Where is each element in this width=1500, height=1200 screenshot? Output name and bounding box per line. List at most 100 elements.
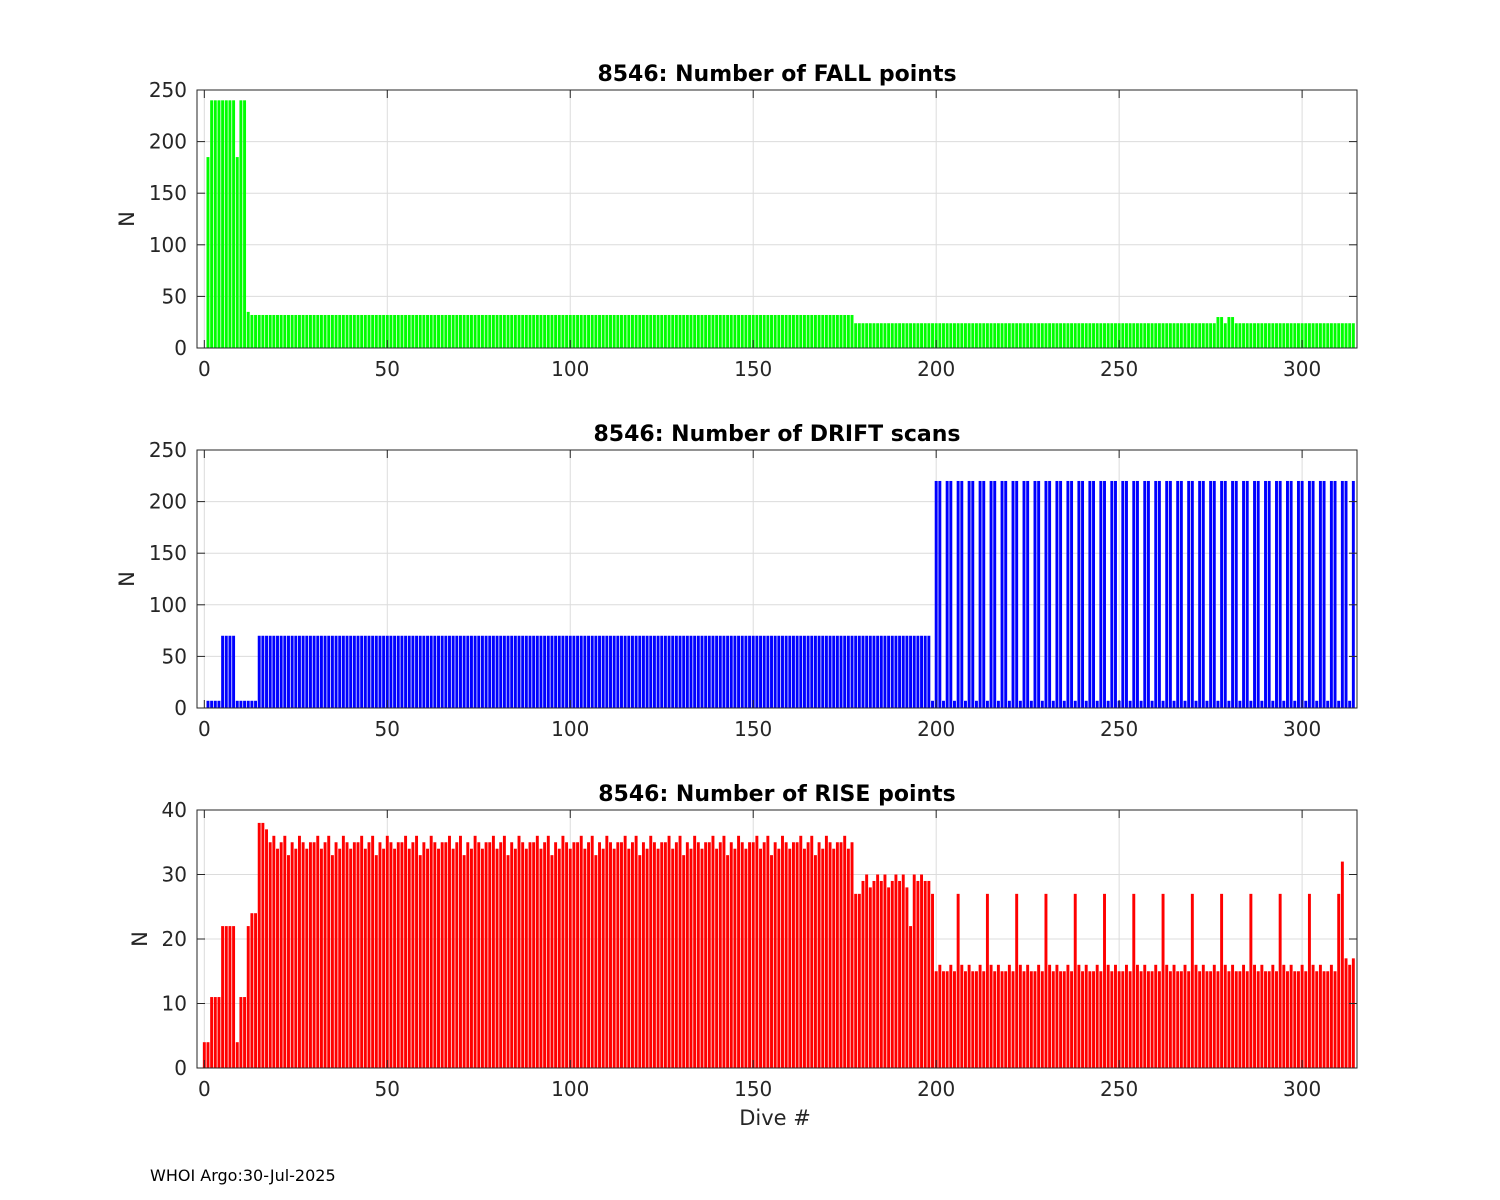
- bar: [850, 635, 854, 708]
- bar: [1348, 964, 1352, 1068]
- bar: [916, 635, 920, 708]
- bar: [1092, 971, 1095, 1068]
- bar: [1132, 893, 1136, 1068]
- bar: [1322, 480, 1326, 708]
- bar: [1260, 323, 1264, 348]
- bar: [400, 314, 404, 348]
- bar: [927, 323, 931, 348]
- x-tick-label: 300: [1283, 1077, 1321, 1101]
- bar: [748, 842, 752, 1068]
- bar: [448, 314, 451, 348]
- bar: [1329, 964, 1333, 1068]
- bar: [759, 635, 762, 708]
- bar: [824, 314, 828, 348]
- bar: [718, 635, 722, 708]
- bar: [294, 848, 298, 1068]
- bar: [488, 635, 492, 708]
- bar: [1172, 323, 1176, 348]
- bar: [839, 635, 843, 708]
- bar: [1220, 893, 1224, 1068]
- y-tick-label: 200: [149, 490, 187, 514]
- bar: [740, 842, 744, 1068]
- bar: [371, 835, 375, 1068]
- bar: [389, 635, 393, 708]
- bar: [1062, 323, 1066, 348]
- bar: [1293, 971, 1297, 1068]
- bar: [652, 842, 656, 1068]
- bar: [960, 480, 964, 708]
- bar: [1051, 323, 1055, 348]
- bar: [916, 880, 920, 1068]
- bar: [327, 835, 331, 1068]
- footer-credit: WHOI Argo:30-Jul-2025: [150, 1166, 336, 1185]
- bar: [1344, 958, 1348, 1068]
- bar: [502, 835, 506, 1068]
- bar: [484, 314, 488, 348]
- y-tick-label: 10: [162, 992, 187, 1016]
- bar: [1044, 480, 1048, 708]
- bar: [287, 314, 290, 348]
- bar: [224, 635, 228, 708]
- bar: [630, 842, 634, 1068]
- bar: [396, 842, 400, 1068]
- bar: [1081, 480, 1085, 708]
- bar: [243, 997, 247, 1068]
- bar: [945, 323, 949, 348]
- bar: [1172, 964, 1176, 1068]
- bar: [250, 314, 254, 348]
- bar: [985, 700, 989, 708]
- bar: [1220, 480, 1224, 708]
- bar: [609, 314, 612, 348]
- bar: [257, 822, 261, 1068]
- bar: [330, 855, 334, 1068]
- bar: [887, 635, 891, 708]
- bar: [1348, 323, 1352, 348]
- bar: [261, 314, 265, 348]
- bar: [890, 635, 894, 708]
- bar: [609, 635, 612, 708]
- bar: [1026, 480, 1030, 708]
- bar: [879, 880, 883, 1068]
- plot-area: [197, 450, 1357, 708]
- bar: [1264, 971, 1267, 1068]
- bar: [418, 635, 422, 708]
- bar: [265, 635, 268, 708]
- bar: [590, 314, 594, 348]
- bar: [261, 822, 265, 1068]
- bar: [590, 835, 594, 1068]
- bar: [422, 635, 426, 708]
- bar: [890, 323, 894, 348]
- bar: [634, 314, 638, 348]
- bar: [385, 314, 389, 348]
- bar: [641, 842, 645, 1068]
- bar: [685, 314, 689, 348]
- bar: [1351, 958, 1355, 1068]
- bar: [682, 314, 686, 348]
- bar: [1282, 700, 1286, 708]
- bar: [532, 635, 536, 708]
- bar: [777, 848, 781, 1068]
- bar: [1344, 480, 1348, 708]
- bar: [308, 635, 312, 708]
- bar: [506, 314, 510, 348]
- bar: [1194, 700, 1198, 708]
- bar: [1318, 480, 1322, 708]
- bar: [1234, 480, 1238, 708]
- bar: [279, 314, 283, 348]
- bar: [1139, 323, 1143, 348]
- bar: [301, 842, 305, 1068]
- bar: [700, 314, 704, 348]
- bar: [360, 314, 364, 348]
- bar: [1231, 480, 1235, 708]
- bar: [835, 635, 839, 708]
- bar: [1337, 323, 1341, 348]
- bar: [1040, 323, 1044, 348]
- bar: [590, 635, 594, 708]
- bar: [762, 842, 766, 1068]
- bar: [1168, 323, 1172, 348]
- bar: [861, 635, 865, 708]
- bar: [1278, 323, 1282, 348]
- bar: [221, 926, 225, 1068]
- bar: [634, 635, 638, 708]
- bar: [1227, 700, 1231, 708]
